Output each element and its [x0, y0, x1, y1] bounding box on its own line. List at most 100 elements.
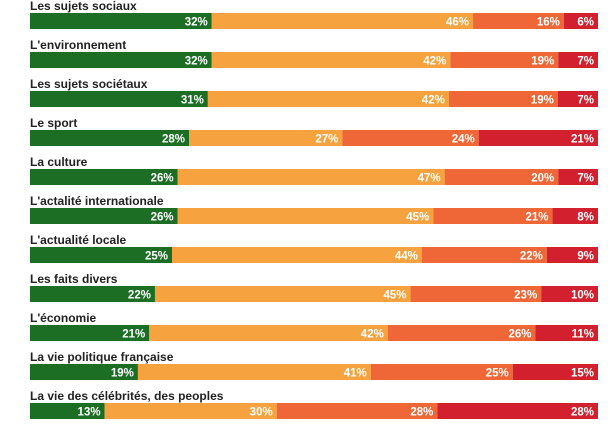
- data-label: 47%: [418, 173, 441, 185]
- bar-segment-3: [450, 52, 559, 68]
- bar-segment-2: [211, 13, 474, 29]
- data-label: 31%: [181, 95, 204, 107]
- bar-segment-3: [387, 325, 536, 341]
- bar-segment-1: [30, 130, 190, 146]
- bar-segment-2: [172, 247, 422, 263]
- data-label: 7%: [577, 56, 594, 68]
- data-label: 23%: [514, 290, 537, 302]
- data-label: 46%: [446, 17, 469, 29]
- bar-segment-1: [30, 91, 208, 107]
- data-label: 21%: [571, 134, 594, 146]
- data-label: 26%: [151, 212, 174, 224]
- bar-segment-3: [444, 169, 559, 185]
- bar-segment-4: [552, 208, 598, 224]
- data-label: 16%: [537, 17, 560, 29]
- bar-segment-3: [410, 286, 542, 302]
- data-label: 19%: [111, 368, 134, 380]
- category-label: Le sport: [30, 116, 77, 130]
- data-label: 19%: [531, 56, 554, 68]
- data-label: 42%: [423, 56, 446, 68]
- data-label: 10%: [571, 290, 594, 302]
- category-label: La culture: [30, 155, 88, 169]
- bar-segment-1: [30, 247, 172, 263]
- bar-segment-1: [30, 52, 212, 68]
- bar-segment-3: [448, 91, 558, 107]
- bar-segment-3: [433, 208, 553, 224]
- bar-segment-4: [558, 169, 598, 185]
- data-label: 30%: [250, 407, 273, 419]
- bar-segment-1: [30, 403, 105, 419]
- bar-segment-3: [370, 364, 513, 380]
- bar-segment-1: [30, 13, 212, 29]
- bar-segment-4: [541, 286, 598, 302]
- data-label: 41%: [344, 368, 367, 380]
- bar-segment-4: [535, 325, 598, 341]
- data-label: 25%: [486, 368, 509, 380]
- data-label: 28%: [410, 407, 433, 419]
- category-label: La vie politique française: [30, 350, 174, 364]
- bar-segment-4: [558, 52, 598, 68]
- category-label: L'environnement: [30, 38, 126, 52]
- category-label: La vie des célébrités, des peoples: [30, 389, 224, 403]
- data-label: 28%: [571, 407, 594, 419]
- data-label: 28%: [162, 134, 185, 146]
- data-label: 21%: [122, 329, 145, 341]
- category-label: Les sujets sociétaux: [30, 77, 148, 91]
- bar-segment-3: [473, 13, 564, 29]
- bar-segment-2: [154, 286, 411, 302]
- bar-segment-1: [30, 286, 155, 302]
- bar-segment-2: [177, 208, 434, 224]
- bar-segment-4: [478, 130, 598, 146]
- category-label: Les faits divers: [30, 272, 118, 286]
- data-label: 21%: [526, 212, 549, 224]
- data-label: 45%: [406, 212, 429, 224]
- data-label: 13%: [78, 407, 101, 419]
- bar-segment-2: [104, 403, 277, 419]
- data-label: 7%: [577, 95, 594, 107]
- bar-segment-4: [546, 247, 598, 263]
- data-label: 8%: [577, 212, 594, 224]
- bar-segment-2: [177, 169, 445, 185]
- category-label: L'actalité internationale: [30, 194, 164, 208]
- bar-segment-3: [276, 403, 438, 419]
- bar-segment-4: [557, 91, 598, 107]
- bar-segment-1: [30, 208, 178, 224]
- data-label: 24%: [452, 134, 475, 146]
- data-label: 7%: [577, 173, 594, 185]
- data-label: 32%: [185, 56, 208, 68]
- data-label: 22%: [520, 251, 543, 263]
- data-label: 44%: [395, 251, 418, 263]
- bar-segment-1: [30, 169, 178, 185]
- data-label: 22%: [128, 290, 151, 302]
- bar-segment-3: [421, 247, 547, 263]
- category-label: Les sujets sociaux: [30, 0, 137, 13]
- data-label: 45%: [384, 290, 407, 302]
- data-label: 20%: [531, 173, 554, 185]
- category-label: L'actualité locale: [30, 233, 127, 247]
- bar-segment-1: [30, 325, 150, 341]
- category-label: L'économie: [30, 311, 97, 325]
- bar-segment-2: [211, 52, 451, 68]
- data-label: 11%: [572, 329, 594, 341]
- data-label: 32%: [185, 17, 208, 29]
- data-label: 19%: [531, 95, 554, 107]
- data-label: 15%: [571, 368, 594, 380]
- data-label: 9%: [577, 251, 594, 263]
- bar-segment-2: [137, 364, 371, 380]
- data-label: 42%: [422, 95, 445, 107]
- bar-segment-1: [30, 364, 138, 380]
- bar-segment-4: [512, 364, 598, 380]
- bar-segment-2: [189, 130, 343, 146]
- bar-segment-2: [207, 91, 449, 107]
- data-label: 26%: [508, 329, 531, 341]
- data-label: 27%: [315, 134, 338, 146]
- data-label: 25%: [145, 251, 168, 263]
- data-label: 6%: [577, 17, 594, 29]
- data-label: 42%: [361, 329, 384, 341]
- bar-segment-2: [149, 325, 388, 341]
- bar-segment-4: [437, 403, 598, 419]
- bar-segment-3: [342, 130, 479, 146]
- data-label: 26%: [151, 173, 174, 185]
- bar-segment-4: [563, 13, 598, 29]
